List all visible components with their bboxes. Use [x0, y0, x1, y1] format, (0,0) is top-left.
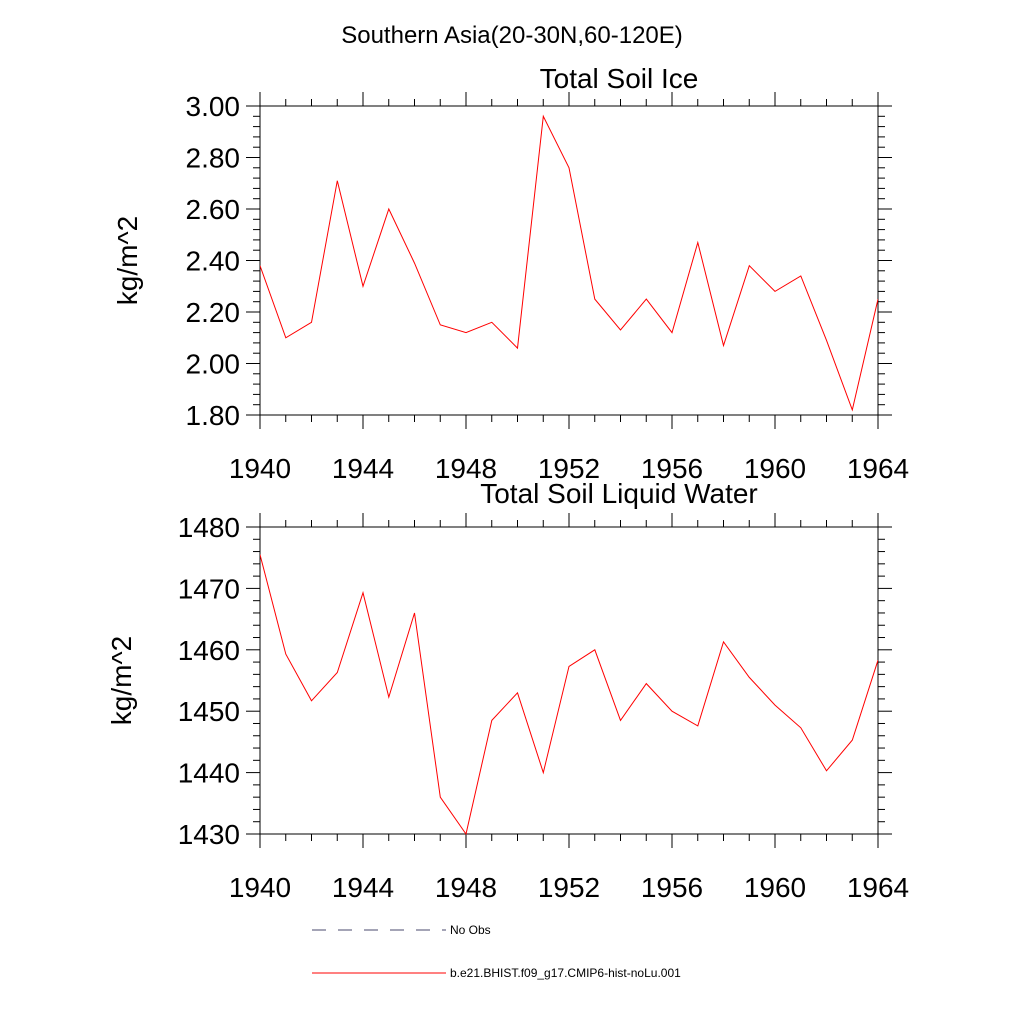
- soil-ice-xtick-label: 1948: [435, 453, 497, 484]
- soil-liquid-water-series-line: [260, 554, 878, 835]
- soil-liquid-water-title: Total Soil Liquid Water: [480, 478, 758, 509]
- legend: No Obs b.e21.BHIST.f09_g17.CMIP6-hist-no…: [312, 923, 681, 980]
- soil-liquid-water-panel: Total Soil Liquid Water 1430 1440 1450 1460 1…: [106, 478, 909, 903]
- legend-label-no-obs: No Obs: [450, 923, 491, 937]
- soil-liquid-water-xtick-label: 1952: [538, 872, 600, 903]
- soil-liquid-water-xtick-label: 1948: [435, 872, 497, 903]
- soil-ice-ytick-label: 1.80: [186, 400, 241, 431]
- soil-ice-ylabel: kg/m^2: [112, 216, 143, 305]
- soil-ice-title: Total Soil Ice: [540, 63, 699, 94]
- soil-ice-xtick-label: 1956: [641, 453, 703, 484]
- soil-ice-ytick-label: 2.00: [186, 349, 241, 380]
- soil-ice-ytick-label: 2.80: [186, 143, 241, 174]
- soil-liquid-water-ylabel: kg/m^2: [106, 636, 137, 725]
- soil-ice-xtick-label: 1960: [744, 453, 806, 484]
- soil-ice-ytick-label: 3.00: [186, 91, 241, 122]
- soil-liquid-water-xtick-label: 1960: [744, 872, 806, 903]
- soil-liquid-water-xtick-label: 1944: [332, 872, 394, 903]
- soil-ice-series-line: [260, 114, 878, 412]
- soil-ice-xtick-label: 1952: [538, 453, 600, 484]
- soil-ice-xtick-label: 1940: [229, 453, 291, 484]
- legend-item-no-obs: No Obs: [312, 923, 491, 937]
- legend-item-model-run: b.e21.BHIST.f09_g17.CMIP6-hist-noLu.001: [312, 966, 681, 980]
- legend-label-model-run: b.e21.BHIST.f09_g17.CMIP6-hist-noLu.001: [450, 966, 681, 980]
- soil-liquid-water-xtick-label: 1956: [641, 872, 703, 903]
- soil-liquid-water-ytick-label: 1440: [178, 758, 240, 789]
- soil-liquid-water-ytick-label: 1470: [178, 573, 240, 604]
- soil-liquid-water-ytick-label: 1460: [178, 635, 240, 666]
- soil-ice-ytick-label: 2.20: [186, 297, 241, 328]
- soil-liquid-water-ytick-label: 1480: [178, 512, 240, 543]
- soil-ice-xtick-label: 1944: [332, 453, 394, 484]
- main-title: Southern Asia(20-30N,60-120E): [341, 22, 683, 49]
- soil-liquid-water-xtick-label: 1964: [847, 872, 909, 903]
- soil-ice-ytick-label: 2.60: [186, 194, 241, 225]
- soil-ice-xtick-label: 1964: [847, 453, 909, 484]
- soil-liquid-water-xtick-label: 1940: [229, 872, 291, 903]
- soil-ice-plot-frame: [259, 105, 879, 416]
- soil-liquid-water-plot-frame: [259, 526, 879, 835]
- soil-liquid-water-ytick-label: 1450: [178, 696, 240, 727]
- soil-ice-panel: Total Soil Ice 1.80 2.00 2.20 2.40 2.60 2.80 3.…: [112, 63, 909, 484]
- soil-ice-ytick-label: 2.40: [186, 246, 241, 277]
- soil-liquid-water-ytick-label: 1430: [178, 819, 240, 850]
